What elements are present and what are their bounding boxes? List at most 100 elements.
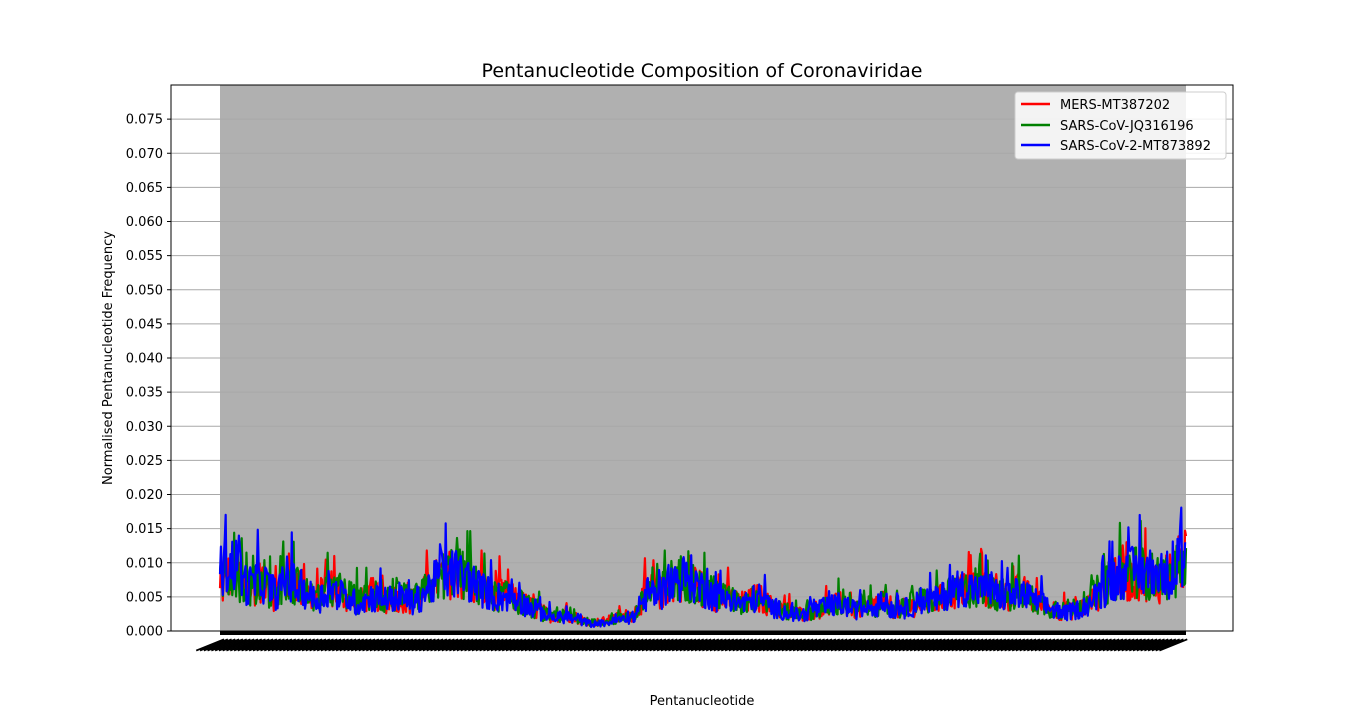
x-tick-label-mark <box>879 638 909 652</box>
x-tick-label-mark <box>543 638 572 652</box>
x-tick-label-mark <box>781 638 810 652</box>
legend-label-sars-cov: SARS-CoV-JQ316196 <box>1060 119 1194 134</box>
x-tick-label-mark <box>717 638 746 652</box>
x-tick-label-mark <box>641 638 671 652</box>
x-tick-label-mark <box>603 638 633 652</box>
x-tick-label-mark <box>377 638 406 652</box>
y-tick-label: 0.000 <box>126 625 163 640</box>
x-tick-label-mark <box>626 638 655 652</box>
x-tick-label-mark <box>528 638 557 652</box>
x-tick-label-mark <box>433 638 463 652</box>
x-tick-label-mark <box>890 638 920 652</box>
y-tick-label: 0.035 <box>126 386 163 401</box>
y-tick-label: 0.010 <box>126 556 163 571</box>
x-tick-label-mark <box>611 638 640 652</box>
x-tick-label-mark <box>943 638 973 652</box>
x-tick-label-mark <box>607 638 637 652</box>
x-tick-label-mark <box>471 638 501 652</box>
x-tick-label-mark <box>290 638 319 652</box>
x-tick-label-mark <box>532 638 561 652</box>
x-tick-label-mark <box>294 638 323 652</box>
y-tick-label: 0.055 <box>126 249 163 264</box>
x-tick-label-mark <box>830 638 859 652</box>
x-tick-label-mark <box>581 638 610 652</box>
x-tick-label-mark <box>482 638 512 652</box>
x-tick-label-mark <box>1049 638 1078 652</box>
x-tick-label-mark <box>1159 638 1188 652</box>
x-tick-label-mark <box>1132 638 1162 652</box>
x-tick-label-mark <box>596 638 625 652</box>
x-tick-label-mark <box>441 638 470 652</box>
x-tick-label-mark <box>286 638 316 652</box>
x-tick-label-mark <box>426 638 455 652</box>
x-tick-label-mark <box>932 638 961 652</box>
x-tick-label-mark <box>373 638 402 652</box>
x-tick-label-mark <box>554 638 584 652</box>
x-tick-label-mark <box>630 638 659 652</box>
x-tick-labels <box>195 638 1188 652</box>
x-tick-label-mark <box>777 638 807 652</box>
x-tick-label-mark <box>1000 638 1029 652</box>
x-tick-label-mark <box>275 638 304 652</box>
x-tick-label-mark <box>1041 638 1071 652</box>
x-tick-label-mark <box>1011 638 1041 652</box>
x-tick-label-mark <box>1015 638 1044 652</box>
x-tick-label-mark <box>233 638 263 652</box>
x-tick-label-mark <box>501 638 531 652</box>
x-tick-label-mark <box>316 638 346 652</box>
x-tick-label-mark <box>792 638 822 652</box>
x-tick-label-mark <box>656 638 686 652</box>
x-tick-label-mark <box>1075 638 1105 652</box>
x-tick-label-mark <box>807 638 837 652</box>
x-tick-label-mark <box>547 638 576 652</box>
x-tick-label-mark <box>1045 638 1075 652</box>
x-tick-label-mark <box>958 638 988 652</box>
x-tick-label-mark <box>875 638 905 652</box>
x-tick-label-mark <box>346 638 376 652</box>
x-tick-label-mark <box>921 638 950 652</box>
x-tick-label-mark <box>743 638 773 652</box>
x-tick-label-mark <box>210 638 240 652</box>
x-tick-label-mark <box>1034 638 1063 652</box>
x-tick-label-mark <box>263 638 293 652</box>
x-tick-label-mark <box>951 638 980 652</box>
x-tick-label-mark <box>1083 638 1112 652</box>
y-tick-label: 0.045 <box>126 317 163 332</box>
x-tick-label-mark <box>1023 638 1052 652</box>
x-tick-label-mark <box>411 638 440 652</box>
x-tick-label-mark <box>690 638 720 652</box>
x-tick-band <box>220 631 1186 635</box>
x-tick-label-mark <box>1125 638 1154 652</box>
x-tick-label-mark <box>524 638 553 652</box>
x-tick-label-mark <box>924 638 954 652</box>
x-tick-label-mark <box>226 638 255 652</box>
x-tick-label-mark <box>256 638 285 652</box>
x-tick-label-mark <box>981 638 1010 652</box>
x-tick-label-mark <box>195 638 225 652</box>
x-tick-label-mark <box>520 638 550 652</box>
x-tick-label-mark <box>1026 638 1056 652</box>
x-tick-label-mark <box>494 638 523 652</box>
x-tick-label-mark <box>800 638 829 652</box>
x-tick-label-mark <box>335 638 365 652</box>
x-tick-label-mark <box>962 638 992 652</box>
x-tick-label-mark <box>992 638 1022 652</box>
y-tick-label: 0.050 <box>126 283 163 298</box>
x-tick-label-mark <box>928 638 958 652</box>
x-tick-label-mark <box>887 638 916 652</box>
x-tick-label-mark <box>845 638 875 652</box>
series-line-2 <box>218 506 1187 629</box>
x-tick-label-mark <box>282 638 312 652</box>
x-tick-label-mark <box>218 638 248 652</box>
x-tick-label-mark <box>1007 638 1037 652</box>
x-tick-label-mark <box>973 638 1003 652</box>
x-tick-label-mark <box>362 638 391 652</box>
x-tick-label-mark <box>679 638 708 652</box>
x-tick-label-mark <box>822 638 852 652</box>
x-tick-label-mark <box>1121 638 1150 652</box>
x-tick-label-mark <box>796 638 825 652</box>
x-tick-label-mark <box>841 638 871 652</box>
x-tick-label-mark <box>278 638 308 652</box>
x-tick-label-mark <box>837 638 867 652</box>
